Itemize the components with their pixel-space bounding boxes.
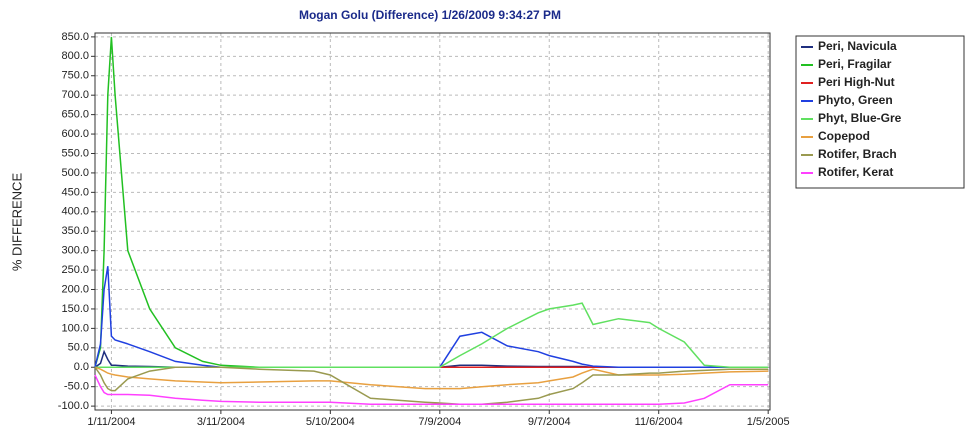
x-tick-label: 5/10/2004 xyxy=(306,416,355,428)
y-tick-label: 500.0 xyxy=(61,167,89,179)
x-tick-label: 1/5/2005 xyxy=(747,416,790,428)
x-tick-label: 1/11/2004 xyxy=(87,416,135,428)
y-tick-label: 300.0 xyxy=(61,245,89,257)
x-tick-label: 9/7/2004 xyxy=(528,416,571,428)
legend-label: Peri, Navicula xyxy=(818,39,897,53)
x-tick-label: 11/6/2004 xyxy=(635,416,683,428)
series-line xyxy=(95,302,769,368)
legend-label: Peri High-Nut xyxy=(818,75,895,89)
y-tick-label: 850.0 xyxy=(61,31,89,43)
y-tick-label: 350.0 xyxy=(61,225,89,237)
legend-label: Phyto, Green xyxy=(818,93,893,107)
x-tick-label: 3/11/2004 xyxy=(197,416,245,428)
y-tick-label: 550.0 xyxy=(61,147,89,159)
y-tick-label: 0.0 xyxy=(74,361,89,373)
y-tick-label: 400.0 xyxy=(61,206,89,218)
legend-label: Rotifer, Kerat xyxy=(818,165,893,179)
y-tick-label: 150.0 xyxy=(61,303,89,315)
plot-frame xyxy=(94,32,771,411)
y-tick-label: 700.0 xyxy=(61,89,89,101)
legend-label: Phyt, Blue-Gre xyxy=(818,111,902,125)
x-tick-label: 7/9/2004 xyxy=(418,416,461,428)
legend-label: Copepod xyxy=(818,129,870,143)
series-line xyxy=(94,366,769,390)
legend-box xyxy=(795,35,965,189)
chart-title: Mogan Golu (Difference) 1/26/2009 9:34:2… xyxy=(299,8,561,22)
y-tick-label: 450.0 xyxy=(61,186,89,198)
y-axis-label: % DIFFERENCE xyxy=(9,173,24,272)
y-tick-label: -100.0 xyxy=(58,400,89,412)
y-tick-label: -50.0 xyxy=(64,381,89,393)
y-tick-label: 650.0 xyxy=(61,109,89,121)
y-tick-label: 50.0 xyxy=(68,342,89,354)
series-line xyxy=(94,374,769,405)
series-line xyxy=(94,366,769,405)
y-tick-label: 750.0 xyxy=(61,70,89,82)
legend-label: Rotifer, Brach xyxy=(818,147,897,161)
y-tick-label: 250.0 xyxy=(61,264,89,276)
y-tick-label: 200.0 xyxy=(61,283,89,295)
y-tick-label: 100.0 xyxy=(61,322,89,334)
legend-label: Peri, Fragilar xyxy=(818,57,892,71)
y-tick-label: 600.0 xyxy=(61,128,89,140)
plot-area xyxy=(95,33,770,410)
y-tick-label: 800.0 xyxy=(61,50,89,62)
